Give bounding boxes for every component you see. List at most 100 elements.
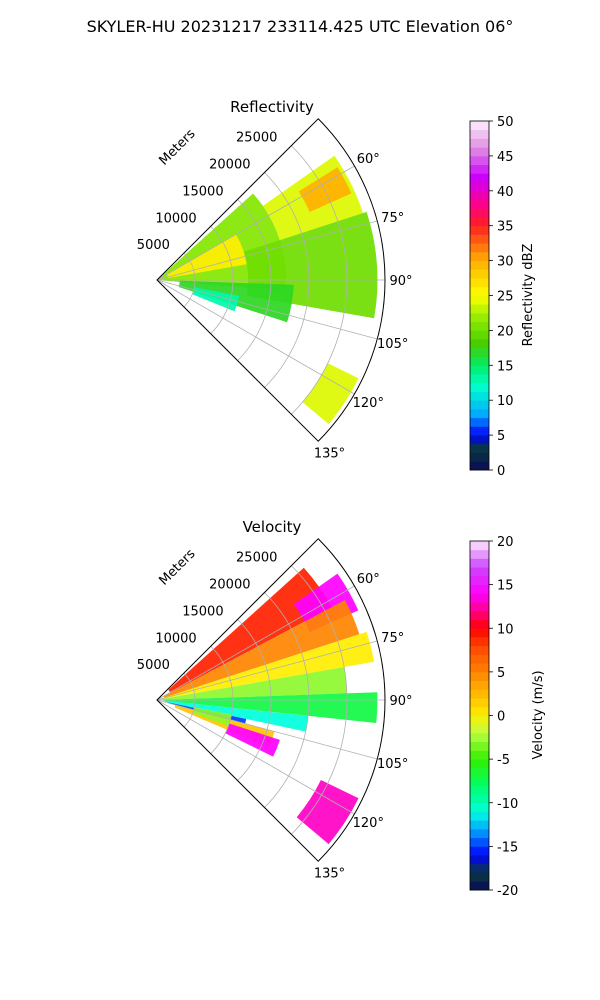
echo-region-magenta-lobe — [225, 723, 280, 757]
colorbar-segment — [470, 584, 489, 594]
echo-region-far-magenta-cell — [296, 780, 359, 845]
radial-tick-label: 20000 — [209, 578, 250, 593]
colorbar-segment — [470, 759, 489, 769]
colorbar-segment — [470, 295, 489, 305]
colorbar-segment — [470, 837, 489, 847]
colorbar-segment — [470, 400, 489, 410]
colorbar-tick-label: 20 — [497, 535, 514, 550]
colorbar-segment — [470, 269, 489, 279]
colorbar-segment — [470, 689, 489, 699]
colorbar-tick-label: 10 — [497, 622, 514, 637]
colorbar-segment — [470, 715, 489, 725]
echo-region-far-cell — [302, 363, 359, 425]
colorbar-segment — [470, 147, 489, 157]
colorbar-tick-label: 40 — [497, 185, 514, 200]
velocity-panel: Velocity Meters 5000 10000 15000 20000 25000… — [137, 518, 413, 882]
colorbar-segment — [470, 741, 489, 751]
colorbar-segment — [470, 863, 489, 873]
grid-spoke — [156, 585, 355, 701]
colorbar-tick-label: 0 — [497, 464, 505, 479]
colorbar-segment — [470, 575, 489, 586]
angle-tick-label: 75° — [381, 631, 404, 646]
colorbar-segment — [470, 680, 489, 690]
colorbar-segment — [470, 312, 489, 323]
angle-tick-label: 60° — [357, 572, 380, 587]
colorbar-segment — [470, 802, 489, 812]
colorbar-segment — [470, 304, 489, 314]
radial-tick-label: 20000 — [209, 158, 250, 173]
radial-tick-label: 25000 — [236, 131, 277, 146]
colorbar-segment — [470, 855, 489, 865]
colorbar-segment — [470, 391, 489, 401]
colorbar-tick-label: 0 — [497, 710, 505, 725]
colorbar-segment — [470, 767, 489, 777]
colorbar-segment — [470, 732, 489, 743]
colorbar-tick-label: -20 — [497, 884, 518, 899]
echo-region-orange-band — [163, 600, 360, 698]
colorbar-segment — [470, 339, 489, 349]
angle-tick-label: 120° — [353, 396, 384, 411]
colorbar-segment — [470, 208, 489, 218]
echo-region-yellow-band — [160, 631, 375, 700]
figure-suptitle: SKYLER-HU 20231217 233114.425 UTC Elevat… — [87, 17, 514, 36]
colorbar-segment — [470, 724, 489, 734]
colorbar-segment — [470, 286, 489, 296]
colorbar-tick-label: -15 — [497, 840, 518, 855]
echo-region-cyan-cell — [192, 287, 240, 312]
angle-tick-label: 135° — [314, 447, 345, 462]
colorbar-segment — [470, 190, 489, 200]
colorbar-tick-label: 5 — [497, 429, 505, 444]
velocity-title: Velocity — [243, 518, 302, 536]
colorbar-tick-label: 45 — [497, 150, 514, 165]
velocity-grid — [156, 538, 386, 862]
grid-spoke — [156, 279, 378, 340]
colorbar-segment — [470, 356, 489, 366]
colorbar-segment — [470, 347, 489, 357]
colorbar-segment — [470, 846, 489, 856]
echo-region-upper-core — [298, 167, 352, 212]
colorbar-segment — [470, 811, 489, 821]
colorbar-segment — [470, 173, 489, 183]
reflectivity-radial-ticks: 5000 10000 15000 20000 25000 — [137, 131, 278, 254]
colorbar-segment — [470, 330, 489, 340]
colorbar-segment — [470, 636, 489, 647]
colorbar-segment — [470, 225, 489, 235]
axis-frame — [156, 118, 386, 442]
colorbar-segment — [470, 435, 489, 445]
angle-tick-label: 120° — [353, 816, 384, 831]
colorbar-tick-label: 15 — [497, 359, 514, 374]
grid-spoke — [156, 165, 355, 281]
colorbar-segment — [470, 278, 489, 288]
colorbar-segment — [470, 382, 489, 392]
colorbar-segment — [470, 567, 489, 577]
colorbar-segment — [470, 663, 489, 673]
colorbar-segment — [470, 872, 489, 882]
colorbar-segment — [470, 164, 489, 174]
colorbar-tick-label: -5 — [497, 753, 510, 768]
radial-tick-label: 5000 — [137, 658, 170, 673]
colorbar-segment — [470, 243, 489, 253]
colorbar-segment — [470, 443, 489, 453]
radial-tick-label: 10000 — [155, 211, 196, 226]
colorbar-tick-label: 5 — [497, 666, 505, 681]
angle-tick-label: 75° — [381, 211, 404, 226]
colorbar-segment — [470, 881, 489, 891]
echo-region-lightgreen-band — [160, 667, 347, 700]
reflectivity-colorbar-label: Reflectivity dBZ — [521, 244, 536, 347]
colorbar-segment — [470, 129, 489, 139]
colorbar-tick-label: 15 — [497, 579, 514, 594]
radial-tick-label: 5000 — [137, 238, 170, 253]
reflectivity-title: Reflectivity — [230, 98, 314, 116]
reflectivity-grid — [156, 118, 386, 442]
radial-tick-label: 25000 — [236, 551, 277, 566]
radial-tick-label: 10000 — [155, 631, 196, 646]
colorbar-segment — [470, 260, 489, 270]
colorbar-tick-label: 10 — [497, 394, 514, 409]
colorbar-segment — [470, 698, 489, 708]
velocity-radial-label: Meters — [157, 546, 199, 588]
colorbar-segment — [470, 706, 489, 716]
colorbar-segment — [470, 541, 489, 551]
reflectivity-echo-layer — [157, 155, 378, 425]
echo-region-inner-wedge — [166, 234, 247, 278]
